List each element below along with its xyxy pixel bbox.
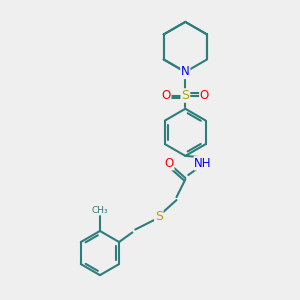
- Text: O: O: [164, 157, 174, 170]
- Text: CH₃: CH₃: [92, 206, 108, 215]
- Text: N: N: [181, 65, 190, 79]
- Text: O: O: [200, 89, 209, 102]
- Text: O: O: [162, 89, 171, 102]
- Text: S: S: [181, 89, 189, 102]
- Text: NH: NH: [194, 157, 212, 170]
- Text: S: S: [155, 210, 163, 223]
